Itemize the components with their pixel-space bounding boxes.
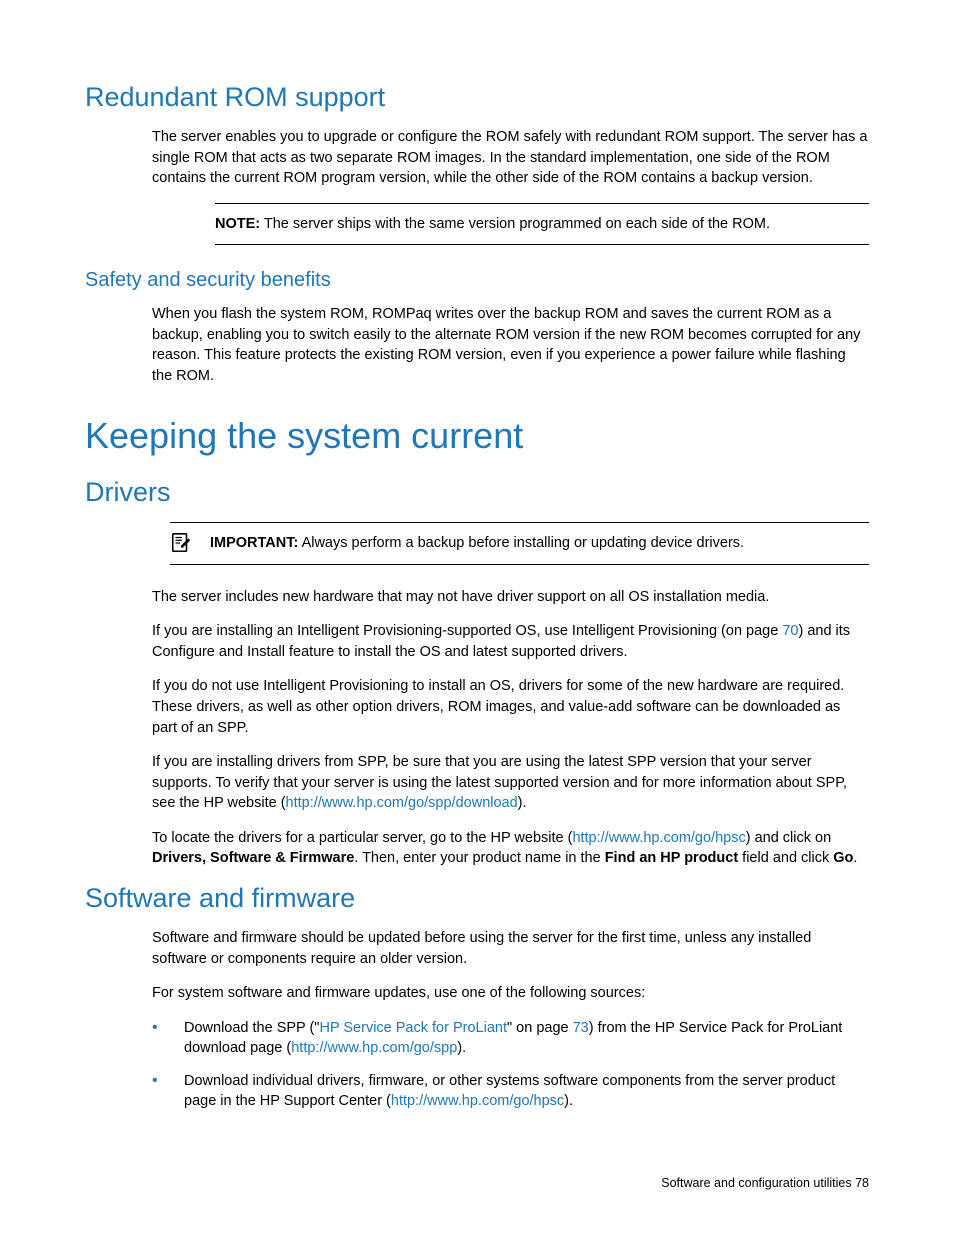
text-fragment: Download the SPP (" bbox=[184, 1020, 319, 1036]
page-ref-link[interactable]: 73 bbox=[573, 1020, 589, 1036]
bold-text: Find an HP product bbox=[605, 850, 738, 866]
page-footer: Software and configuration utilities 78 bbox=[661, 1176, 869, 1190]
bold-text: Drivers, Software & Firmware bbox=[152, 850, 354, 866]
paragraph: The server includes new hardware that ma… bbox=[152, 587, 869, 608]
url-link[interactable]: http://www.hp.com/go/spp/download bbox=[286, 795, 518, 811]
bullet-icon: • bbox=[152, 1071, 160, 1112]
list-item: • Download individual drivers, firmware,… bbox=[152, 1071, 869, 1112]
paragraph: If you do not use Intelligent Provisioni… bbox=[152, 676, 869, 738]
text-fragment: field and click bbox=[738, 850, 833, 866]
bullet-icon: • bbox=[152, 1018, 160, 1059]
important-note-icon bbox=[170, 532, 192, 554]
text-fragment: ) and click on bbox=[746, 830, 831, 846]
text-fragment: . bbox=[853, 850, 857, 866]
note-block: NOTE: The server ships with the same ver… bbox=[215, 203, 869, 246]
text-fragment: " on page bbox=[507, 1020, 573, 1036]
text-fragment: To locate the drivers for a particular s… bbox=[152, 830, 572, 846]
paragraph: If you are installing an Intelligent Pro… bbox=[152, 621, 869, 662]
heading-redundant-rom: Redundant ROM support bbox=[85, 82, 869, 113]
bullet-list: • Download the SPP ("HP Service Pack for… bbox=[152, 1018, 869, 1112]
url-link[interactable]: http://www.hp.com/go/hpsc bbox=[391, 1093, 564, 1109]
text-fragment: If you are installing an Intelligent Pro… bbox=[152, 623, 782, 639]
text-fragment: ). bbox=[564, 1093, 573, 1109]
important-text: IMPORTANT: Always perform a backup befor… bbox=[210, 533, 744, 554]
cross-ref-link[interactable]: HP Service Pack for ProLiant bbox=[319, 1020, 507, 1036]
url-link[interactable]: http://www.hp.com/go/spp bbox=[291, 1040, 457, 1056]
list-item-text: Download individual drivers, firmware, o… bbox=[184, 1071, 869, 1112]
note-label: NOTE: bbox=[215, 216, 260, 232]
important-content: Always perform a backup before installin… bbox=[298, 535, 744, 551]
paragraph: The server enables you to upgrade or con… bbox=[152, 127, 869, 189]
bold-text: Go bbox=[833, 850, 853, 866]
important-label: IMPORTANT: bbox=[210, 535, 298, 551]
url-link[interactable]: http://www.hp.com/go/hpsc bbox=[572, 830, 745, 846]
note-text: NOTE: The server ships with the same ver… bbox=[215, 214, 869, 235]
heading-keeping-current: Keeping the system current bbox=[85, 415, 869, 457]
paragraph: If you are installing drivers from SPP, … bbox=[152, 752, 869, 814]
heading-drivers: Drivers bbox=[85, 477, 869, 508]
important-block: IMPORTANT: Always perform a backup befor… bbox=[170, 522, 869, 565]
text-fragment: . Then, enter your product name in the bbox=[354, 850, 604, 866]
list-item-text: Download the SPP ("HP Service Pack for P… bbox=[184, 1018, 869, 1059]
paragraph: To locate the drivers for a particular s… bbox=[152, 828, 869, 869]
list-item: • Download the SPP ("HP Service Pack for… bbox=[152, 1018, 869, 1059]
note-content: The server ships with the same version p… bbox=[260, 216, 770, 232]
heading-software-firmware: Software and firmware bbox=[85, 883, 869, 914]
text-fragment: ). bbox=[518, 795, 527, 811]
text-fragment: ). bbox=[457, 1040, 466, 1056]
heading-safety: Safety and security benefits bbox=[85, 269, 869, 292]
paragraph: Software and firmware should be updated … bbox=[152, 928, 869, 969]
paragraph: When you flash the system ROM, ROMPaq wr… bbox=[152, 304, 869, 386]
paragraph: For system software and firmware updates… bbox=[152, 983, 869, 1004]
page-ref-link[interactable]: 70 bbox=[782, 623, 798, 639]
